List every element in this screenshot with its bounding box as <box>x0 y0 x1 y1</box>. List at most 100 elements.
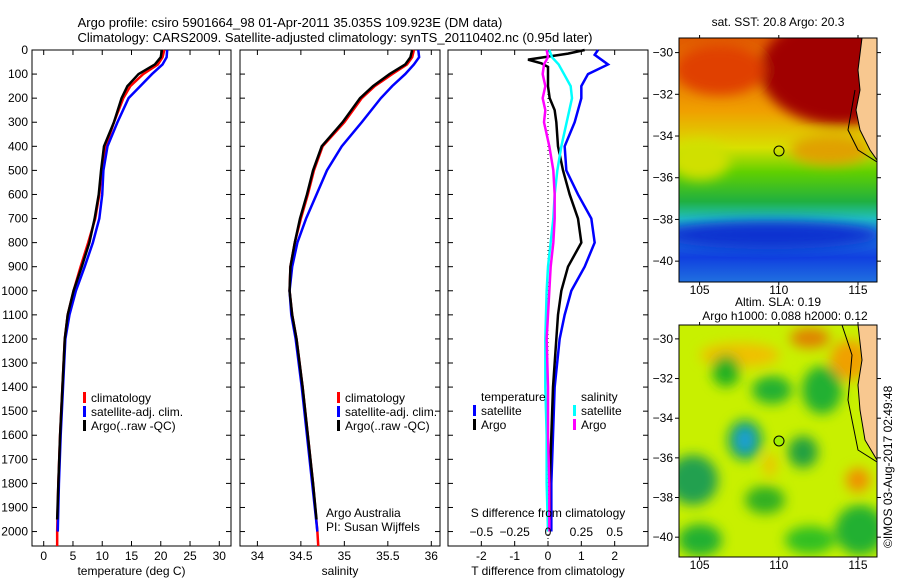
x-tick-label: 1 <box>578 549 585 563</box>
lat-tick-label: −30 <box>653 332 674 346</box>
figure-title: Argo profile: csiro 5901664_98 01-Apr-20… <box>78 15 503 30</box>
s-tick-label: 0.25 <box>570 525 594 539</box>
s-tick-label: −0.25 <box>499 525 530 539</box>
legend-swatch <box>573 405 576 416</box>
depth-tick-label: 300 <box>8 115 28 129</box>
lon-tick-label: 105 <box>690 283 710 297</box>
argo-float-marker[interactable] <box>773 435 785 447</box>
temperature-x-axis-label: temperature (deg C) <box>77 564 185 578</box>
figure-subtitle: Climatology: CARS2009. Satellite-adjuste… <box>78 30 593 45</box>
depth-tick-label: 900 <box>8 260 28 274</box>
depth-tick-label: 1300 <box>1 356 28 370</box>
lat-tick-label: −36 <box>653 171 674 185</box>
temperature-panel: 0 5 10 15 20 25 30 temperature (deg C) 0 100 200 30… <box>1 43 232 578</box>
depth-tick-label: 800 <box>8 236 28 250</box>
temperature-argo-line <box>55 49 164 520</box>
s-tick-label: 0.5 <box>606 525 623 539</box>
legend-label: Argo(..raw -QC) <box>345 419 430 433</box>
salinity-argo-line <box>288 49 414 520</box>
pi-annotation: Argo Australia <box>326 506 401 520</box>
legend-label: Argo <box>481 418 507 432</box>
legend-swatch <box>337 406 340 417</box>
legend-label: satellite <box>581 404 622 418</box>
lat-tick-label: −30 <box>653 46 674 60</box>
legend-salinity-title: salinity <box>581 390 618 404</box>
lat-tick-label: −36 <box>653 451 674 465</box>
salinity-satellite-adj.-line <box>288 49 421 532</box>
lat-tick-label: −32 <box>653 372 674 386</box>
depth-tick-label: 400 <box>8 139 28 153</box>
depth-tick-label: 1500 <box>1 404 28 418</box>
x-tick-label: 35 <box>338 549 352 563</box>
legend-label: climatology <box>345 391 405 405</box>
salinity-climatology-line <box>288 49 416 547</box>
x-tick-label: 15 <box>125 549 139 563</box>
sla-map: Altim. SLA: 0.19 Argo h1000: 0.088 h2000… <box>653 295 881 572</box>
lat-tick-label: −34 <box>653 129 674 143</box>
x-tick-label: 0 <box>40 549 47 563</box>
land-australia <box>857 325 877 461</box>
difference-x-axis-label: T difference from climatology <box>471 564 625 578</box>
credit-text: ©IMOS 03-Aug-2017 02:49:48 <box>881 385 895 548</box>
lat-tick-label: −38 <box>653 212 674 226</box>
x-tick-label: 5 <box>70 549 77 563</box>
depth-tick-label: 1200 <box>1 332 28 346</box>
legend-label: climatology <box>91 391 151 405</box>
legend-swatch <box>573 419 576 430</box>
depth-tick-label: 700 <box>8 212 28 226</box>
lat-tick-label: −40 <box>653 254 674 268</box>
salinity-argo-line <box>541 49 556 532</box>
lon-tick-label: 110 <box>769 283 788 297</box>
legend-label: satellite-adj. clim. <box>91 405 183 419</box>
salinity-panel: 34 34.5 35 35.5 36 salinity climatologysatelli… <box>239 49 441 578</box>
legend-label: satellite-adj. clim. <box>345 405 437 419</box>
legend-label: satellite <box>481 404 522 418</box>
lat-tick-label: −32 <box>653 87 674 101</box>
depth-tick-label: 0 <box>21 43 28 57</box>
x-tick-label: 35.5 <box>376 549 400 563</box>
argo-float-marker[interactable] <box>773 145 785 157</box>
legend-swatch <box>83 406 86 417</box>
legend-swatch <box>473 405 476 416</box>
temperature-axes-frame <box>31 49 232 547</box>
temperature-satellite-line <box>550 49 611 532</box>
depth-tick-label: 1000 <box>1 284 28 298</box>
lon-tick-label: 115 <box>848 558 867 572</box>
depth-tick-label: 200 <box>8 91 28 105</box>
depth-tick-label: 100 <box>8 67 28 81</box>
depth-tick-label: 2000 <box>1 525 28 539</box>
legend-swatch <box>83 392 86 403</box>
x-tick-label: 10 <box>96 549 110 563</box>
salinity-x-axis-label: salinity <box>322 564 359 578</box>
x-tick-label: 34 <box>251 549 265 563</box>
temperature-argo-line <box>527 48 585 520</box>
lat-tick-label: −38 <box>653 491 674 505</box>
x-tick-label: -1 <box>509 549 520 563</box>
depth-tick-label: 1100 <box>2 308 28 322</box>
sst-map: sat. SST: 20.8 Argo: 20.3 105 110 115 −30 −3… <box>653 15 881 297</box>
land-australia <box>855 38 877 161</box>
pi-annotation: PI: Susan Wijffels <box>326 520 420 534</box>
depth-tick-label: 1400 <box>1 380 28 394</box>
x-tick-label: 2 <box>611 549 618 563</box>
lat-tick-label: −34 <box>653 411 674 425</box>
depth-tick-label: 1900 <box>1 500 28 514</box>
depth-tick-label: 600 <box>8 187 28 201</box>
x-tick-label: 30 <box>213 549 227 563</box>
lon-tick-label: 110 <box>769 558 788 572</box>
s-tick-label: −0.5 <box>469 525 493 539</box>
lon-tick-label: 115 <box>848 283 867 297</box>
x-tick-label: 36 <box>425 549 439 563</box>
x-tick-label: 34.5 <box>289 549 313 563</box>
depth-tick-label: 1600 <box>1 428 28 442</box>
sla-map-title: Altim. SLA: 0.19 <box>735 295 821 309</box>
legend-label: Argo(..raw -QC) <box>91 419 176 433</box>
sla-map-subtitle: Argo h1000: 0.088 h2000: 0.12 <box>702 309 868 323</box>
salinity-axes-frame <box>239 49 441 547</box>
depth-tick-label: 1800 <box>1 476 28 490</box>
s-axis-label: S difference from climatology <box>471 506 626 520</box>
legend-temperature-title: temperature <box>481 390 546 404</box>
legend-label: Argo <box>581 418 607 432</box>
x-tick-label: 0 <box>545 549 552 563</box>
